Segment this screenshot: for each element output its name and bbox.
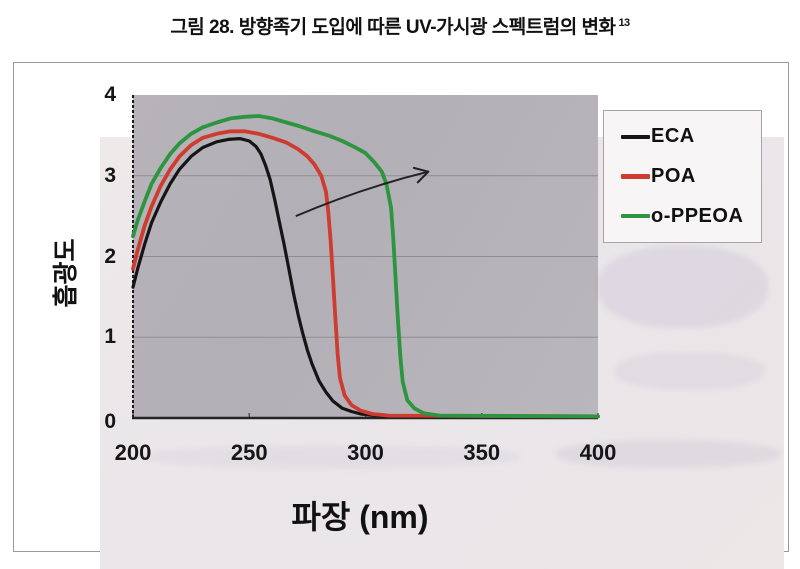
legend-swatch-oppeoa-line	[621, 213, 650, 219]
y-tick-label-2: 2	[104, 244, 116, 268]
caption-text: 그림 28. 방향족기 도입에 따른 UV-가시광 스펙트럼의 변화	[170, 17, 616, 38]
y-tick-label-0: 0	[104, 410, 116, 433]
x-tick-label-250: 250	[230, 440, 268, 465]
legend-item-eca: ECA	[621, 125, 761, 148]
y-tick-label-3: 3	[104, 163, 116, 187]
legend-label-poa: POA	[651, 164, 696, 187]
y-tick-label-4: 4	[104, 83, 116, 106]
x-tick-label-200: 200	[114, 440, 152, 465]
legend-swatch-eca-line	[621, 134, 650, 140]
legend-swatch-poa-line	[621, 174, 650, 179]
legend-label-eca: ECA	[651, 125, 695, 148]
legend-item-oppeoa: o-PPEOA	[621, 205, 761, 228]
y-tick-label-1: 1	[104, 325, 116, 349]
caption-superscript: 13	[618, 16, 630, 29]
x-tick-label-300: 300	[347, 440, 384, 465]
legend-box: ECA POA o-PPEOA	[603, 110, 762, 243]
plot-area	[133, 95, 598, 418]
figure-caption: 그림 28. 방향족기 도입에 따른 UV-가시광 스펙트럼의 변화 13	[0, 12, 800, 39]
x-axis-title: 파장 (nm)	[291, 499, 429, 535]
y-axis-title: 흡광도	[52, 238, 80, 308]
legend-item-poa: POA	[621, 165, 761, 188]
x-tick-label-400: 400	[579, 440, 617, 465]
x-tick-label-350: 350	[463, 440, 501, 465]
legend-label-oppeoa: o-PPEOA	[651, 204, 744, 227]
